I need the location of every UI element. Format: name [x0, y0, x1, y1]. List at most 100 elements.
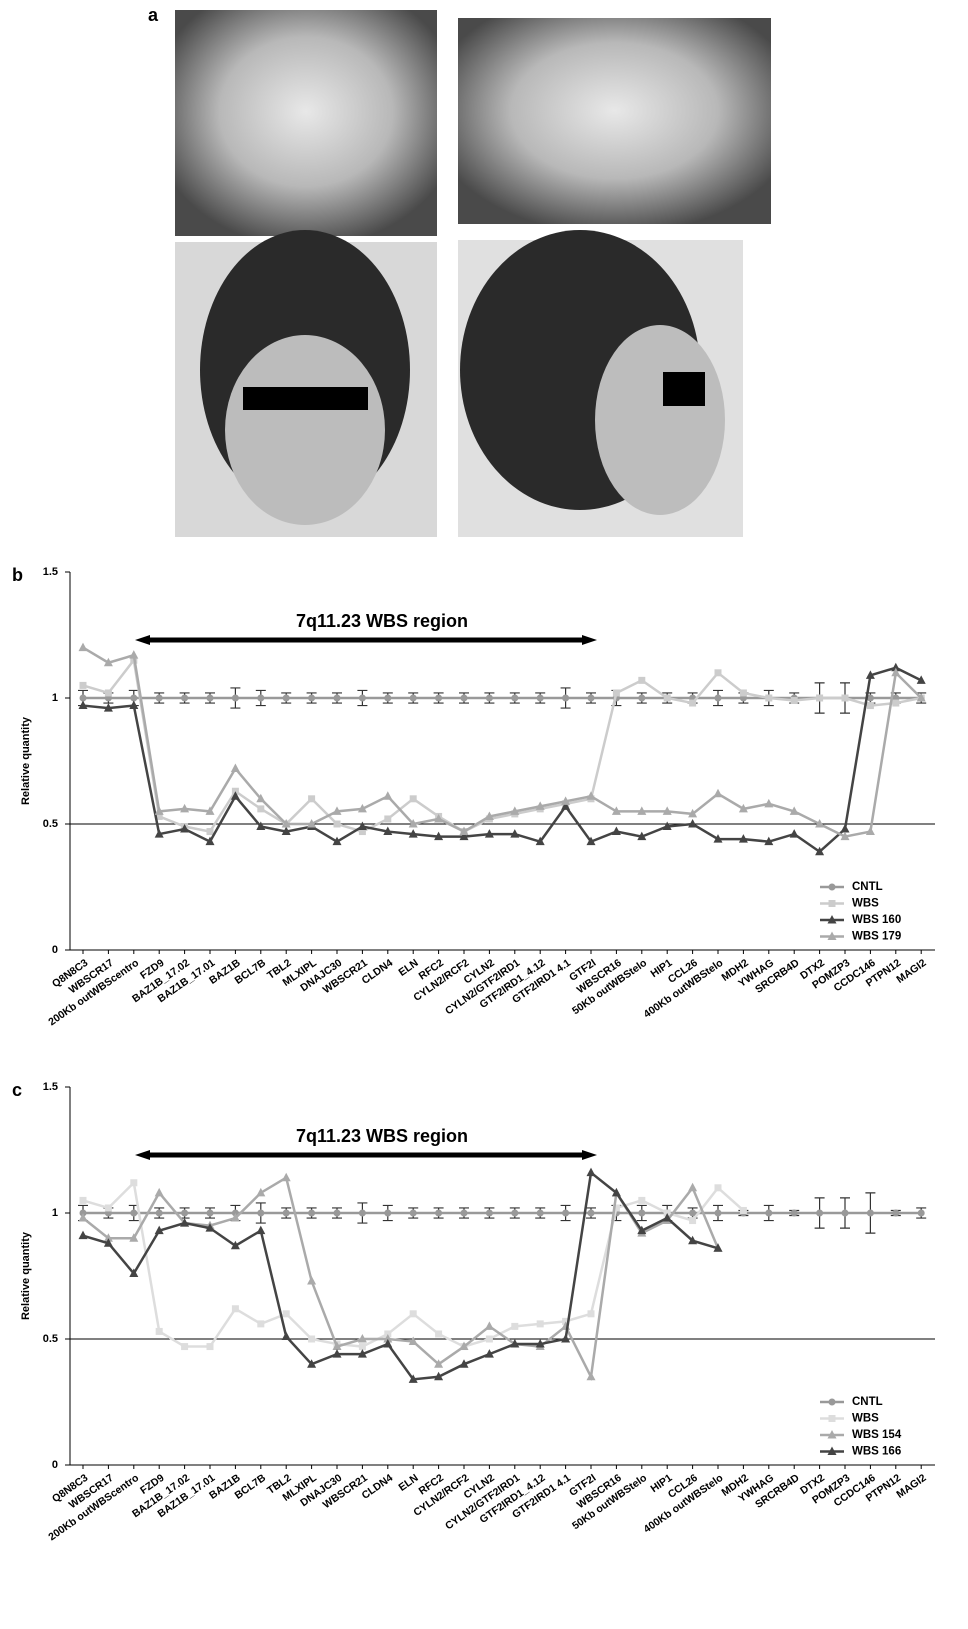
marker [765, 695, 772, 702]
panel-label: a [148, 5, 159, 25]
marker [486, 1336, 493, 1343]
x-tick-label: MAGI2 [894, 1472, 928, 1501]
legend-label: WBS 166 [852, 1446, 901, 1458]
marker [156, 1210, 163, 1217]
marker [537, 1320, 544, 1327]
marker [129, 650, 138, 659]
marker [588, 695, 595, 702]
marker [359, 695, 366, 702]
marker [842, 695, 849, 702]
marker [485, 1321, 494, 1330]
marker [588, 1210, 595, 1217]
marker [715, 1184, 722, 1191]
series-line [83, 648, 921, 837]
marker [283, 1210, 290, 1217]
marker [816, 1210, 823, 1217]
marker [612, 827, 621, 836]
arrow-head [135, 635, 150, 645]
marker [842, 1210, 849, 1217]
marker [410, 695, 417, 702]
marker [257, 1210, 264, 1217]
marker [130, 1210, 137, 1217]
marker [791, 1210, 798, 1217]
photo-detail [225, 335, 385, 525]
marker [156, 695, 163, 702]
legend-label: WBS 160 [852, 914, 901, 926]
marker [80, 695, 87, 702]
marker [816, 695, 823, 702]
marker [359, 1210, 366, 1217]
series-line [83, 660, 921, 831]
marker [829, 884, 836, 891]
arrow-head [135, 1150, 150, 1160]
marker [383, 791, 392, 800]
marker [308, 1210, 315, 1217]
marker [486, 695, 493, 702]
marker [866, 827, 875, 836]
marker [410, 1310, 417, 1317]
marker [587, 1168, 596, 1177]
marker [740, 689, 747, 696]
y-tick-label: 1.5 [43, 1081, 58, 1093]
y-tick-label: 1.5 [43, 566, 58, 578]
legend-label: WBS [852, 1413, 879, 1425]
photos [175, 10, 771, 537]
marker [537, 1210, 544, 1217]
marker [79, 643, 88, 652]
marker [282, 1173, 291, 1182]
legend-label: WBS 154 [852, 1429, 902, 1441]
legend-label: WBS 179 [852, 931, 901, 943]
photo [175, 10, 437, 236]
x-tick-label: ELN [396, 957, 420, 979]
marker [410, 795, 417, 802]
legend-label: WBS [852, 898, 879, 910]
marker [80, 682, 87, 689]
marker [867, 1210, 874, 1217]
marker [105, 1204, 112, 1211]
legend-label: CNTL [852, 1396, 883, 1408]
marker [334, 1210, 341, 1217]
marker [257, 695, 264, 702]
marker [334, 821, 341, 828]
marker [765, 1210, 772, 1217]
marker [130, 695, 137, 702]
marker [562, 695, 569, 702]
eye-bar [663, 372, 705, 406]
marker [791, 697, 798, 704]
y-axis-label: Relative quantity [20, 1231, 32, 1320]
marker [715, 1210, 722, 1217]
marker [283, 695, 290, 702]
marker [638, 695, 645, 702]
marker [307, 1276, 316, 1285]
marker [207, 828, 214, 835]
marker [207, 695, 214, 702]
y-tick-label: 1 [52, 1207, 58, 1219]
marker [207, 1343, 214, 1350]
annotation: 7q11.23 WBS region [296, 611, 468, 631]
arrow-head [582, 1150, 597, 1160]
marker [511, 1323, 518, 1330]
page: a bRelative quantity00.511.5Q8N8C3WBSCR1… [0, 0, 968, 1629]
marker [256, 1226, 265, 1235]
marker [181, 695, 188, 702]
photo [458, 18, 771, 224]
marker [155, 1188, 164, 1197]
marker [664, 695, 671, 702]
marker [435, 695, 442, 702]
marker [308, 1336, 315, 1343]
marker [764, 799, 773, 808]
y-tick-label: 1 [52, 692, 58, 704]
y-tick-label: 0.5 [43, 818, 58, 830]
marker [638, 677, 645, 684]
panel-label: c [12, 1080, 22, 1100]
marker [80, 1197, 87, 1204]
marker [384, 1210, 391, 1217]
marker [588, 1310, 595, 1317]
marker [232, 1305, 239, 1312]
marker [461, 1210, 468, 1217]
marker [715, 695, 722, 702]
marker [231, 764, 240, 773]
marker [461, 695, 468, 702]
marker [257, 1320, 264, 1327]
eye-bar [243, 387, 368, 410]
